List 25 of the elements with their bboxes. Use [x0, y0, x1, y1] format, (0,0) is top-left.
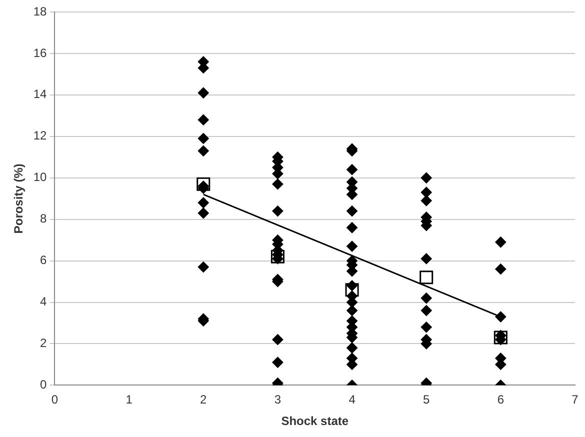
point [270, 250, 284, 264]
x-tick-label: 2 [200, 392, 208, 407]
y-tick-label: 8 [40, 212, 48, 226]
x-tick-label: 0 [51, 392, 58, 407]
y-tick-label: 10 [33, 170, 48, 184]
x-tick-label: 6 [497, 392, 504, 407]
x-tick-label: 7 [572, 392, 579, 407]
point [494, 330, 508, 344]
y-axis-title: Porosity (%) [12, 164, 26, 234]
point [196, 177, 210, 191]
x-tick-label: 4 [348, 392, 356, 407]
point [420, 270, 434, 284]
y-tick-label: 18 [33, 4, 48, 18]
y-tick-label: 6 [40, 253, 48, 268]
y-tick-label: 12 [33, 128, 48, 143]
y-tick-label: 2 [40, 336, 48, 350]
x-tick-label: 3 [274, 392, 282, 407]
y-tick-label: 14 [33, 87, 48, 102]
x-tick-label: 5 [423, 392, 430, 407]
y-tick-label: 16 [33, 46, 48, 60]
x-tick-label: 1 [126, 392, 133, 407]
point [345, 283, 359, 297]
x-axis-title: Shock state [281, 414, 349, 428]
y-tick-label: 4 [40, 294, 48, 309]
y-tick-label: 0 [40, 378, 48, 392]
